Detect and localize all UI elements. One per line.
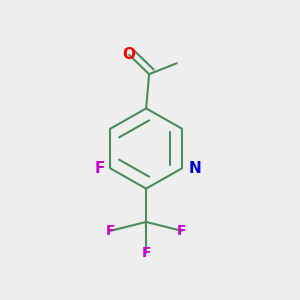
- Text: F: F: [141, 245, 151, 260]
- Text: N: N: [188, 161, 201, 176]
- Text: F: F: [94, 161, 104, 176]
- Text: F: F: [177, 224, 187, 238]
- Text: F: F: [106, 224, 115, 238]
- Text: O: O: [123, 47, 136, 62]
